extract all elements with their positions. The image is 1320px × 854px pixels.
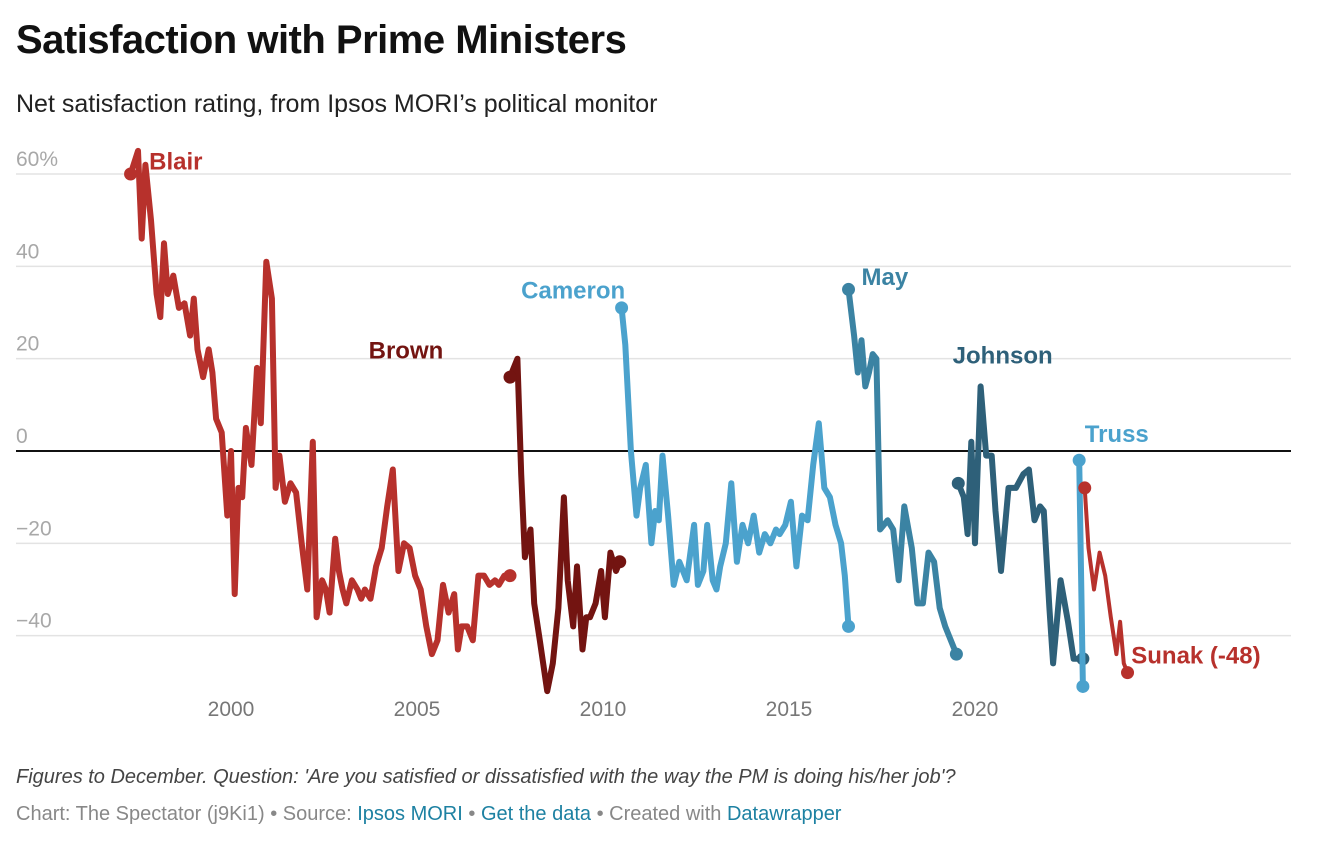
byline-prefix: Chart: The Spectator (j9Ki1) • Source: (16, 803, 358, 825)
y-axis-ticks: 60% 40 20 0 −20 −40 (16, 148, 58, 633)
x-axis-ticks: 2000 2005 2010 2015 2020 (208, 698, 999, 721)
end-point-cameron (842, 619, 856, 633)
gridlines (16, 173, 1291, 637)
x-tick-label: 2015 (766, 698, 813, 721)
series-label-brown: Brown (369, 338, 444, 365)
chart-subtitle: Net satisfaction rating, from Ipsos MORI… (16, 90, 658, 118)
series-label-cameron: Cameron (521, 278, 625, 305)
start-point-may (842, 282, 856, 296)
start-point-cameron (615, 301, 629, 315)
chart-notes: Figures to December. Question: 'Are you … (16, 766, 956, 788)
y-tick-label: 0 (16, 425, 28, 448)
chart-title: Satisfaction with Prime Ministers (16, 18, 627, 62)
series-label-may: May (862, 264, 909, 291)
datawrapper-link[interactable]: Datawrapper (726, 803, 842, 825)
series-label-johnson: Johnson (953, 342, 1053, 369)
series-label-blair: Blair (149, 148, 202, 175)
series-line-truss (1076, 457, 1086, 690)
get-data-link[interactable]: Get the data (480, 803, 592, 825)
end-point-may (949, 647, 963, 661)
y-tick-label: 40 (16, 240, 39, 263)
series-line-johnson (955, 383, 1086, 667)
start-point-brown (503, 370, 517, 384)
series-line-may (845, 286, 960, 658)
series-lines (124, 147, 1135, 695)
end-point-brown (613, 555, 627, 569)
series-label-sunak: Sunak (-48) (1131, 642, 1260, 669)
end-point-sunak (1121, 666, 1135, 680)
chart-byline: Chart: The Spectator (j9Ki1) • Source: I… (16, 803, 841, 826)
x-tick-label: 2005 (394, 698, 441, 721)
series-labels: Blair Brown Cameron May Johnson Truss Sunak (-… (149, 148, 1260, 669)
y-tick-label: 60% (16, 148, 58, 171)
start-point-truss (1072, 453, 1086, 467)
series-label-truss: Truss (1085, 421, 1149, 448)
line-chart: 60% 40 20 0 −20 −40 2000 2005 2010 2015 2020 Blai… (16, 147, 1291, 721)
start-point-blair (124, 167, 138, 181)
end-point-truss (1076, 679, 1090, 693)
series-line-brown (507, 355, 623, 695)
y-tick-label: 20 (16, 333, 39, 356)
byline-sep: • Created with (591, 803, 727, 825)
series-line-cameron (618, 304, 852, 630)
series-line-sunak (1082, 485, 1130, 675)
y-tick-label: −20 (16, 517, 52, 540)
source-link[interactable]: Ipsos MORI (357, 803, 463, 825)
start-point-johnson (951, 476, 965, 490)
y-tick-label: −40 (16, 610, 52, 633)
x-tick-label: 2010 (580, 698, 627, 721)
start-point-sunak (1078, 481, 1092, 495)
x-tick-label: 2000 (208, 698, 255, 721)
end-point-blair (503, 569, 517, 583)
byline-sep: • (462, 803, 481, 825)
series-line-blair (127, 147, 513, 658)
x-tick-label: 2020 (952, 698, 999, 721)
